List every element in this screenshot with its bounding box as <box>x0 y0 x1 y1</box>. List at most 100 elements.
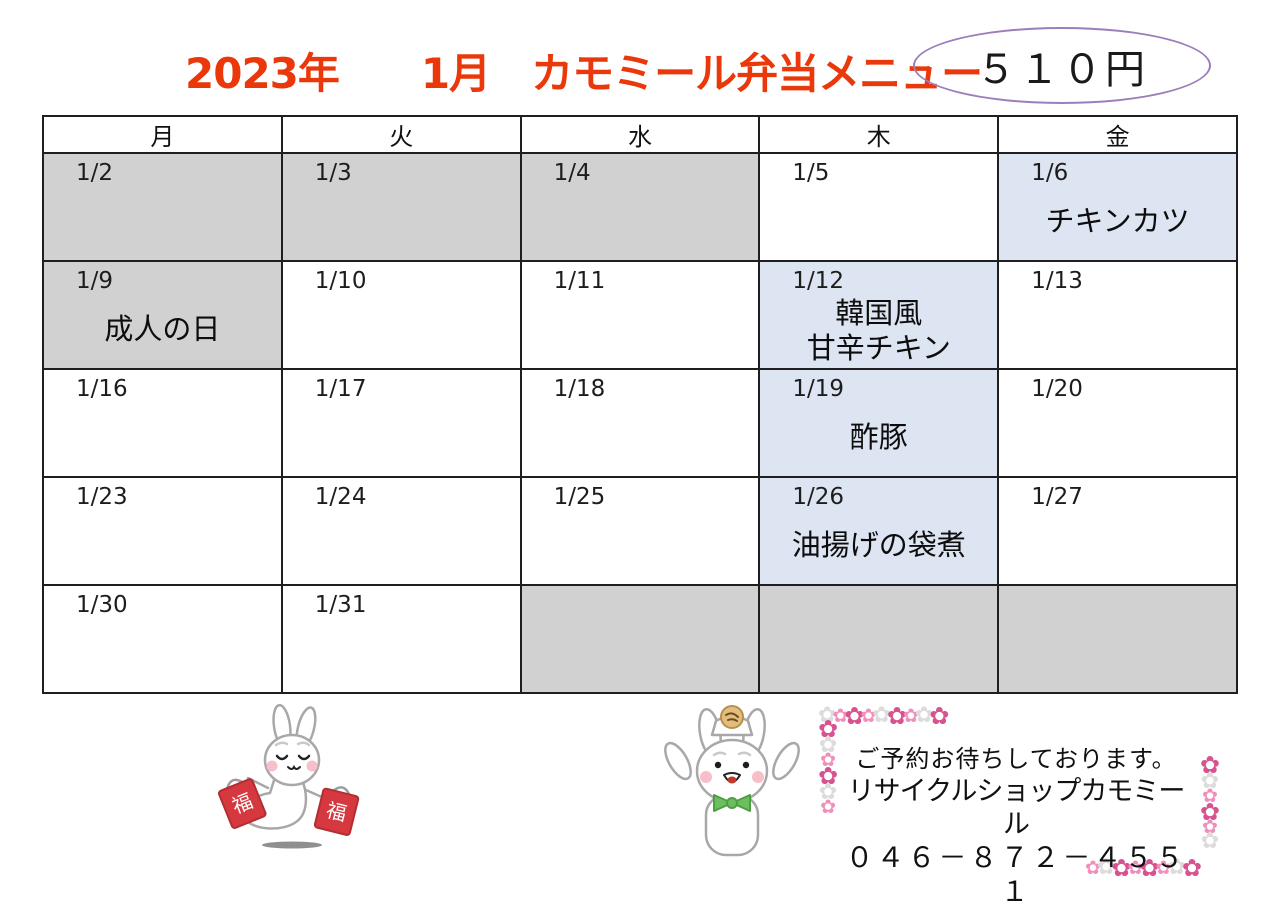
flower-icon: ✿ <box>818 733 838 758</box>
calendar-cell: 1/2 <box>42 152 283 262</box>
calendar-cell: 1/31 <box>280 584 522 694</box>
shop-name: リサイクルショップカモミール <box>847 776 1186 840</box>
cell-date: 1/4 <box>553 160 591 186</box>
calendar-cell: 1/20 <box>997 368 1238 478</box>
weekday-mon: 月 <box>42 115 283 154</box>
flower-icon: ✿ <box>1201 785 1218 807</box>
flower-icon: ✿ <box>1201 816 1218 838</box>
flower-icon: ✿ <box>886 702 907 730</box>
flower-icon: ✿ <box>818 703 837 728</box>
cell-date: 1/9 <box>76 268 114 294</box>
page-title: 2023年 1月 カモミール弁当メニュー <box>185 49 983 98</box>
weekday-header-row: 月 火 水 木 金 <box>42 115 1238 154</box>
flower-icon: ✿ <box>860 704 877 727</box>
flower-border-top: ✿ ✿ ✿ ✿ ✿ ✿ ✿ ✿ ✿ <box>818 702 950 730</box>
weekday-fri: 金 <box>997 115 1238 154</box>
weekday-wed: 水 <box>519 115 761 154</box>
cell-date: 1/25 <box>553 484 606 510</box>
flower-icon: ✿ <box>929 702 950 730</box>
week-row: 1/9 成人の日 1/10 1/11 1/12 韓国風 甘辛チキン 1/13 <box>42 260 1238 370</box>
weekday-tue: 火 <box>280 115 522 154</box>
contact-text: ご予約お待ちしております。 リサイクルショップカモミール ０４６－８７２－４５５… <box>844 744 1188 905</box>
reservation-message: ご予約お待ちしております。 <box>855 745 1177 773</box>
calendar-cell: 1/10 <box>280 260 522 370</box>
cell-date: 1/26 <box>792 484 845 510</box>
calendar-cell <box>758 584 1000 694</box>
cell-date: 1/13 <box>1031 268 1083 294</box>
calendar-cell: 1/25 <box>519 476 761 586</box>
cell-date: 1/24 <box>314 484 367 510</box>
cell-date: 1/17 <box>314 376 367 402</box>
flower-icon: ✿ <box>1139 854 1160 882</box>
calendar-cell: 1/23 <box>42 476 283 586</box>
calendar-cell: 1/30 <box>42 584 283 694</box>
flower-icon: ✿ <box>818 715 839 743</box>
cell-date: 1/18 <box>553 376 606 402</box>
flower-icon: ✿ <box>1200 769 1220 794</box>
calendar-cell: 1/5 <box>758 152 1000 262</box>
calendar-cell: 1/16 <box>42 368 283 478</box>
calendar-cell: 1/4 <box>519 152 761 262</box>
flower-icon: ✿ <box>820 796 837 818</box>
flower-icon: ✿ <box>1199 751 1220 779</box>
cell-menu-line: 韓国風 <box>835 296 923 330</box>
flower-icon: ✿ <box>1167 855 1186 880</box>
calendar-cell: 1/12 韓国風 甘辛チキン <box>758 260 1000 370</box>
cell-date: 1/11 <box>553 268 606 294</box>
flower-icon: ✿ <box>1085 856 1101 879</box>
calendar-cell: 1/19 酢豚 <box>758 368 1000 478</box>
calendar-cell: 1/26 油揚げの袋煮 <box>758 476 1000 586</box>
week-row: 1/23 1/24 1/25 1/26 油揚げの袋煮 1/27 <box>42 476 1238 586</box>
flower-icon: ✿ <box>1181 854 1202 882</box>
calendar-cell: 1/27 <box>997 476 1238 586</box>
flower-icon: ✿ <box>1200 829 1220 854</box>
cell-date: 1/10 <box>314 268 367 294</box>
weekday-thu: 木 <box>758 115 1000 154</box>
cell-date: 1/5 <box>792 160 830 186</box>
flower-icon: ✿ <box>914 703 934 728</box>
contact-block: ✿ ✿ ✿ ✿ ✿ ✿ ✿ ✿ ✿ ✿ ✿ ✿ ✿ ✿ ✿ ✿ ✿ ✿ ✿ ✿ … <box>818 702 1222 905</box>
flower-icon: ✿ <box>902 704 919 727</box>
cell-date: 1/20 <box>1031 376 1083 402</box>
cell-date: 1/16 <box>76 376 128 402</box>
calendar-cell <box>997 584 1238 694</box>
cell-date: 1/2 <box>76 160 114 186</box>
cell-date: 1/23 <box>76 484 128 510</box>
flower-icon: ✿ <box>818 780 838 805</box>
cell-date: 1/30 <box>76 592 128 618</box>
cell-date: 1/19 <box>792 376 845 402</box>
cell-menu-line: 甘辛チキン <box>806 331 951 365</box>
cell-date: 1/6 <box>1031 160 1069 186</box>
calendar-cell: 1/9 成人の日 <box>42 260 283 370</box>
calendar-cell: 1/18 <box>519 368 761 478</box>
flower-icon: ✿ <box>818 762 839 790</box>
flower-icon: ✿ <box>1155 856 1172 879</box>
phone-number: ０４６－８７２－４５５１ <box>845 841 1187 905</box>
price-text: ５１０円 <box>976 46 1148 93</box>
cell-date: 1/3 <box>314 160 352 186</box>
calendar-cell <box>519 584 761 694</box>
flower-icon: ✿ <box>844 702 865 730</box>
calendar-cell: 1/17 <box>280 368 522 478</box>
cell-date: 1/12 <box>792 268 845 294</box>
flower-border-left: ✿ ✿ ✿ ✿ ✿ ✿ <box>818 715 839 818</box>
cell-menu-line: 酢豚 <box>849 420 908 454</box>
flower-icon: ✿ <box>832 704 849 727</box>
flower-icon: ✿ <box>820 749 837 771</box>
cell-menu-line: チキンカツ <box>1045 204 1190 238</box>
calendar-cell: 1/24 <box>280 476 522 586</box>
rabbit-cheering-illustration <box>664 705 800 857</box>
menu-calendar: 月 火 水 木 金 1/2 1/3 1/4 1/5 1/6 チキンカツ 1/9 成人… <box>42 115 1238 694</box>
flower-border-right: ✿ ✿ ✿ ✿ ✿ ✿ <box>1199 751 1220 854</box>
flower-icon: ✿ <box>1199 798 1220 826</box>
flower-icon: ✿ <box>1111 854 1132 882</box>
calendar-cell: 1/11 <box>519 260 761 370</box>
cell-menu-line: 油揚げの袋煮 <box>791 528 966 562</box>
week-row: 1/2 1/3 1/4 1/5 1/6 チキンカツ <box>42 152 1238 262</box>
calendar-cell: 1/13 <box>997 260 1238 370</box>
flower-border-bottom: ✿ ✿ ✿ ✿ ✿ ✿ ✿ ✿ <box>1085 854 1202 882</box>
flower-icon: ✿ <box>872 703 891 728</box>
week-row: 1/30 1/31 <box>42 584 1238 694</box>
calendar-cell: 1/3 <box>280 152 522 262</box>
cell-date: 1/27 <box>1031 484 1083 510</box>
